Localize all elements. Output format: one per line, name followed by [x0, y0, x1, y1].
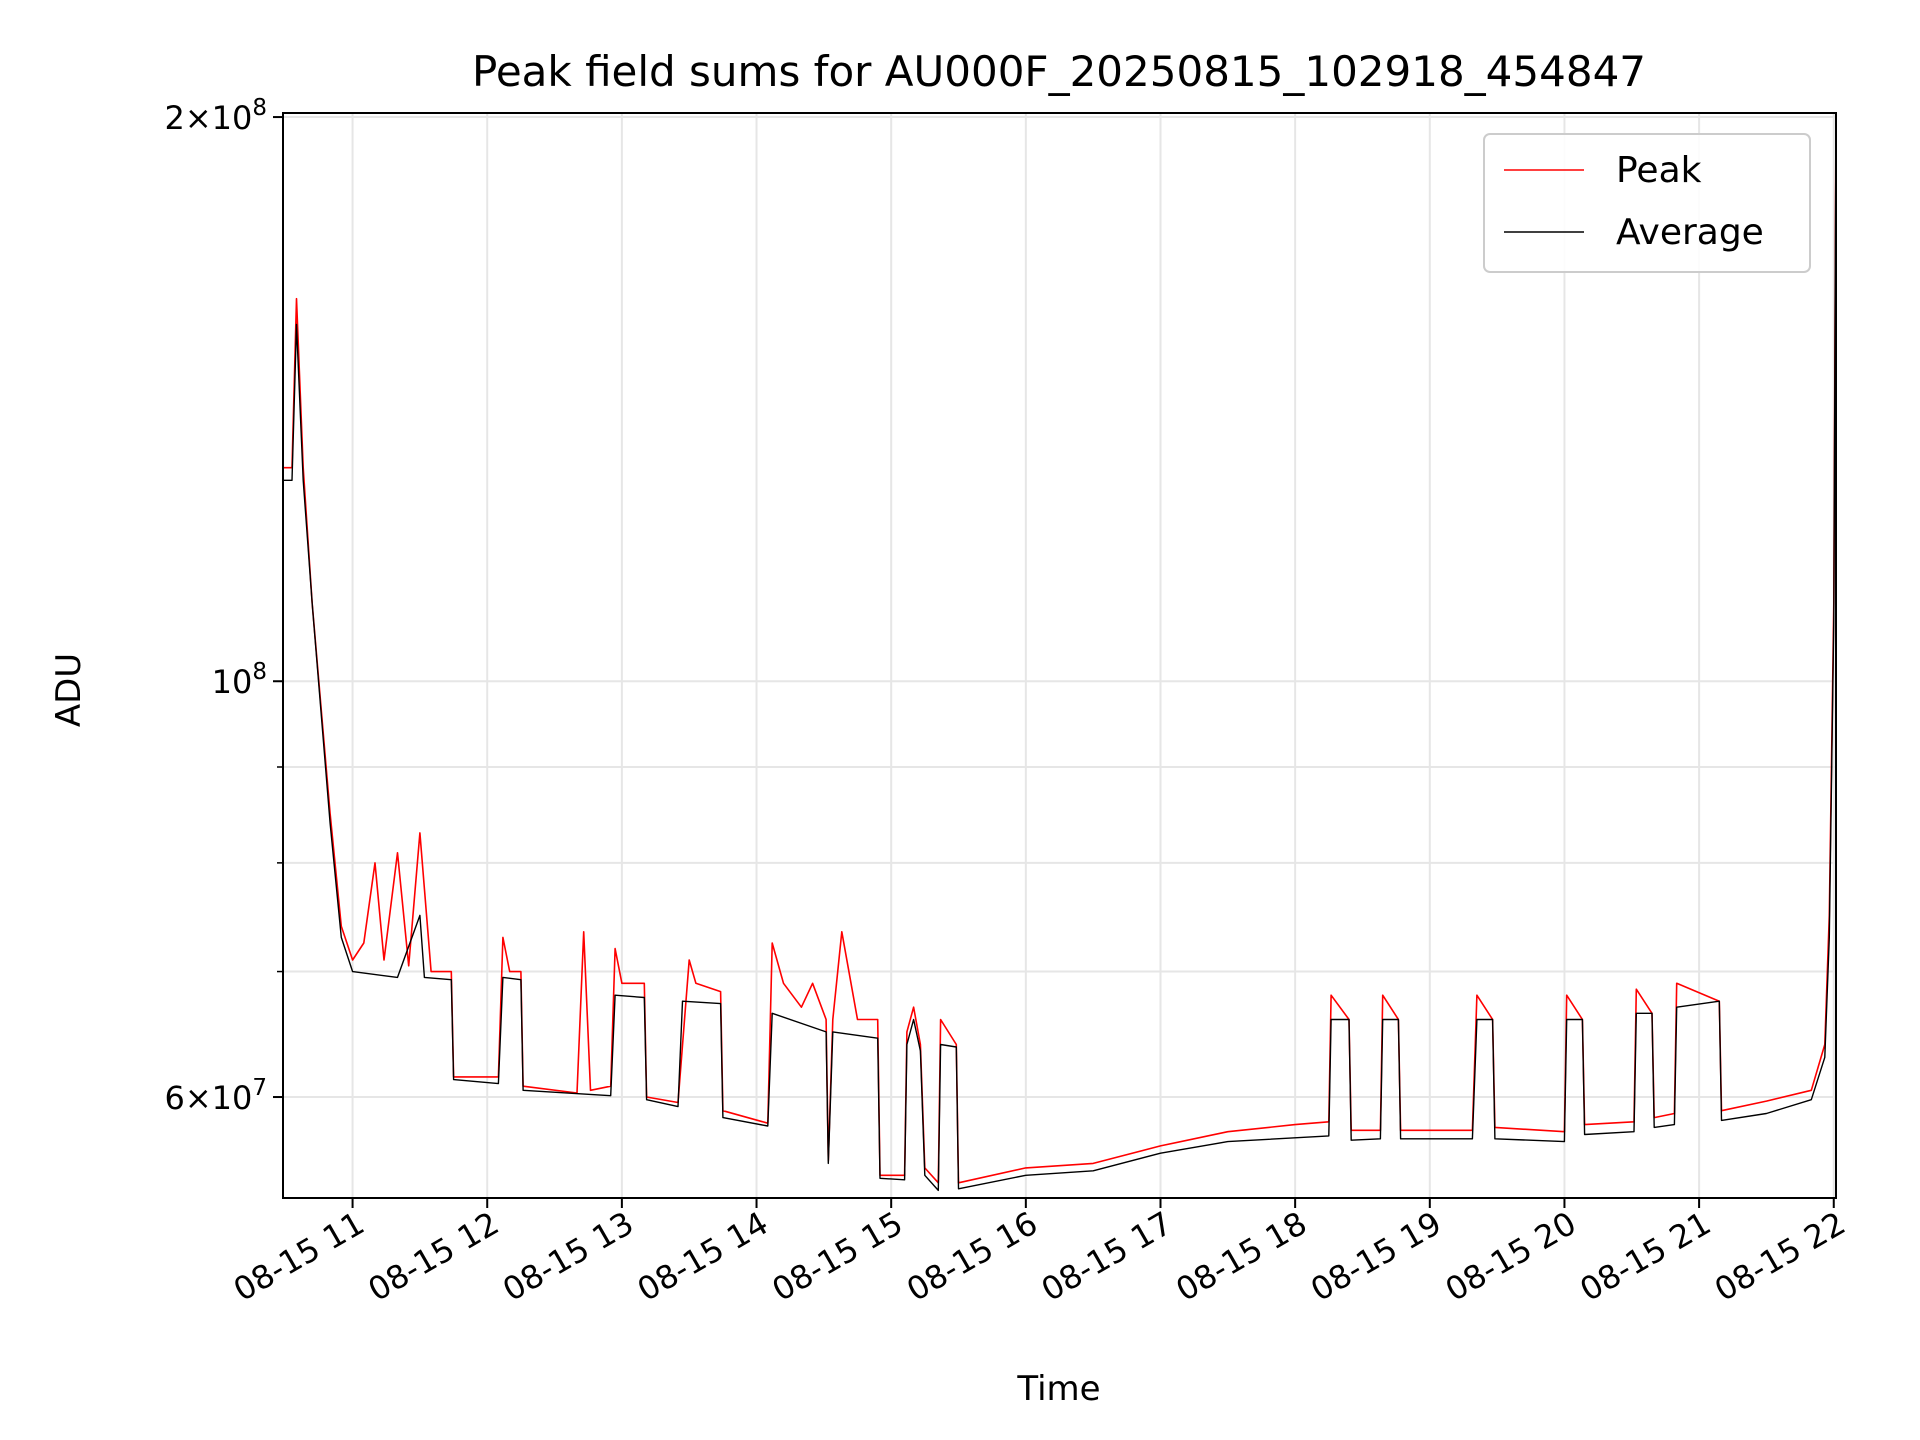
grid — [283, 113, 1836, 1198]
x-tick-label: 08-15 19 — [1304, 1204, 1448, 1309]
y-axis-title: ADU — [49, 653, 89, 727]
series-line-peak — [283, 112, 1837, 1184]
x-tick-label: 08-15 21 — [1574, 1204, 1718, 1309]
x-tick-label: 08-15 16 — [900, 1204, 1044, 1309]
y-tick-label: 2×108 — [164, 95, 267, 137]
legend-label-average: Average — [1616, 212, 1764, 253]
x-tick-label: 08-15 13 — [496, 1204, 640, 1309]
chart-title: Peak field sums for AU000F_20250815_1029… — [472, 47, 1646, 96]
x-axis-title: Time — [1016, 1369, 1100, 1409]
series-layer — [283, 112, 1837, 1192]
legend-label-peak: Peak — [1616, 150, 1702, 191]
x-tick-label: 08-15 17 — [1035, 1204, 1179, 1309]
y-tick-label: 6×107 — [164, 1075, 267, 1117]
x-tick-label: 08-15 12 — [362, 1204, 506, 1309]
plot-frame — [282, 112, 1837, 1199]
legend: Peak Average — [1483, 133, 1811, 273]
x-tick-label: 08-15 14 — [631, 1204, 775, 1309]
plot-area — [283, 113, 1836, 1198]
x-tick-label: 08-15 11 — [227, 1204, 371, 1309]
y-tick-label: 108 — [212, 659, 267, 701]
x-tick-label: 08-15 22 — [1708, 1204, 1852, 1309]
x-tick-label: 08-15 20 — [1439, 1204, 1583, 1309]
legend-box — [1483, 133, 1811, 273]
series-line-average — [283, 112, 1837, 1192]
x-tick-label: 08-15 18 — [1170, 1204, 1314, 1309]
x-tick-label: 08-15 15 — [766, 1204, 910, 1309]
